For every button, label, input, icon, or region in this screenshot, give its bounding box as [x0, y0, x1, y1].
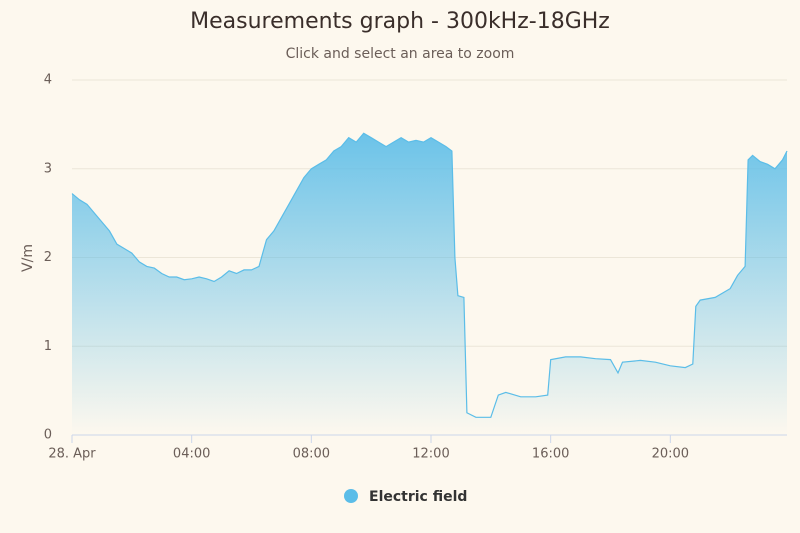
x-tick-label: 08:00: [293, 447, 330, 462]
x-tick-label: 20:00: [652, 447, 689, 462]
x-tick-label: 28. Apr: [48, 447, 96, 462]
line: [71, 132, 788, 418]
x-tick-label: 04:00: [173, 447, 210, 462]
y-tick-label: 3: [44, 161, 52, 176]
y-tick-label: 2: [44, 250, 52, 265]
y-axis-label: V/m: [20, 244, 36, 272]
y-tick-label: 1: [44, 339, 52, 354]
legend-label[interactable]: Electric field: [369, 489, 467, 505]
y-tick-label: 4: [44, 73, 52, 88]
y-tick-label: 0: [44, 428, 52, 443]
chart-title: Measurements graph - 300kHz-18GHz: [190, 9, 610, 34]
x-tick-label: 12:00: [412, 447, 449, 462]
legend-marker[interactable]: [344, 489, 358, 503]
x-tick-label: 16:00: [532, 447, 569, 462]
chart-subtitle: Click and select an area to zoom: [286, 46, 515, 62]
